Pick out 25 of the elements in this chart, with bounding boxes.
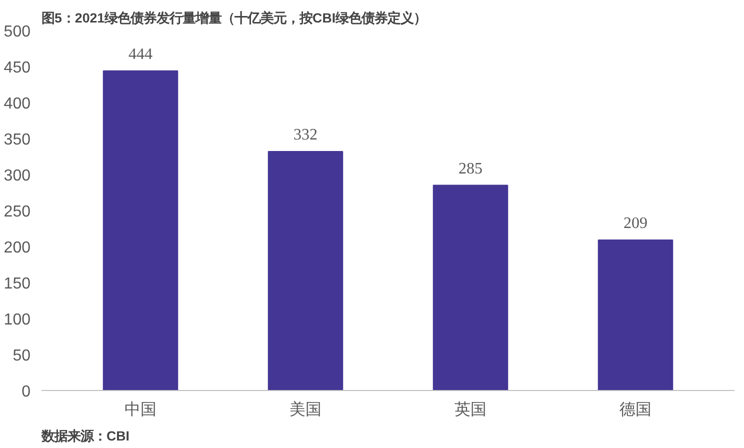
source-note: 数据来源：CBI [40,428,130,444]
x-tick-label: 英国 [454,400,486,418]
y-tick-label: 250 [4,204,31,220]
data-label: 444 [128,46,152,63]
x-tick-label: 中国 [124,400,156,418]
data-label: 332 [294,126,318,144]
x-tick-label: 德国 [620,402,652,418]
y-tick-label: 350 [4,132,31,148]
y-tick-label: 100 [4,312,31,328]
chart-title: 图5：2021绿色债券发行量增量（十亿美元，按CBI绿色债券定义） [42,10,427,26]
bar [268,150,344,390]
bar [432,184,508,390]
y-tick-label: 450 [4,60,31,76]
y-tick-label: 200 [4,240,31,256]
y-tick-label: 400 [4,96,31,112]
y-tick-label: 0 [22,384,31,400]
y-tick-label: 50 [12,348,31,364]
bar [102,70,178,390]
data-label: 285 [458,160,482,178]
bar [598,240,674,390]
y-tick-label: 300 [4,168,31,184]
y-tick-label: 500 [4,24,31,40]
x-tick-label: 美国 [290,400,322,418]
y-tick-label: 150 [4,276,31,292]
data-label: 209 [624,215,648,232]
